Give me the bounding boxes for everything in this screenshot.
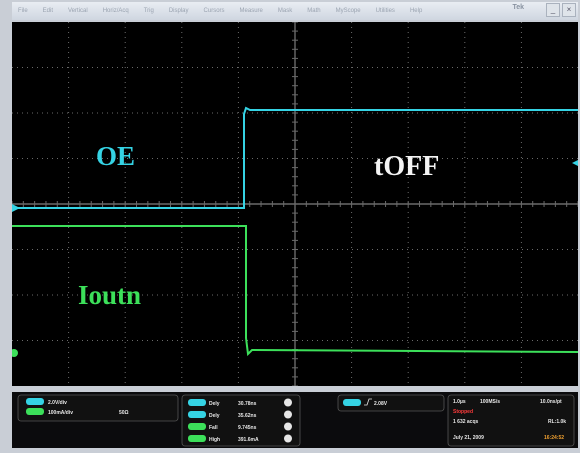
graticule: [11, 21, 579, 387]
menu-item-cursors[interactable]: Cursors: [203, 8, 225, 14]
measurement-info-icon[interactable]: [284, 398, 292, 407]
measurement-badge-icon[interactable]: [188, 399, 206, 406]
tek-logo: Tek: [512, 4, 524, 11]
menu-item-edit[interactable]: Edit: [42, 8, 54, 14]
record-length: RL:1.0k: [548, 419, 566, 425]
ch1-ground-marker-icon: [12, 204, 20, 212]
acq-count: 1 632 acqs: [453, 419, 479, 425]
sample-rate: 100MS/s: [480, 399, 500, 405]
label-toff: tOFF: [374, 151, 439, 182]
time: 16:24:52: [544, 435, 564, 441]
menu-bar: File Edit Vertical Horiz/Acq Trig Display Curs…: [12, 2, 578, 20]
measurement-info-icon[interactable]: [284, 434, 292, 443]
menu-item-utilities[interactable]: Utilities: [375, 8, 395, 14]
menu-item-vertical[interactable]: Vertical: [68, 8, 88, 14]
label-oe: OE: [96, 141, 135, 171]
measurement-badge-icon[interactable]: [188, 411, 206, 418]
acq-status: Stopped: [453, 409, 473, 415]
menu-item-display[interactable]: Display: [168, 8, 189, 14]
menu-item-math[interactable]: Math: [307, 8, 321, 14]
trigger-badge-icon[interactable]: [343, 399, 361, 406]
measurement-value: 30.78ns: [238, 401, 257, 407]
menu-item-help[interactable]: Help: [409, 8, 423, 14]
trigger-level: 2.08V: [374, 401, 388, 407]
measurement-label: Dely: [209, 413, 220, 419]
measurement-info-icon[interactable]: [284, 422, 292, 431]
trigger-marker-icon: [572, 160, 578, 166]
waveform-display: OE tOFF Ioutn: [10, 21, 579, 387]
measurement-value: 35.62ns: [238, 413, 257, 419]
timebase: 1.0µs: [453, 399, 466, 405]
ch2-badge-icon[interactable]: [26, 408, 44, 415]
menu-item-trig[interactable]: Trig: [143, 8, 154, 14]
measurement-label: High: [209, 437, 220, 443]
menu-item-measure[interactable]: Measure: [239, 8, 263, 14]
ch2-ground-marker-icon: [10, 349, 18, 357]
menu-item-myscope[interactable]: MyScope: [335, 8, 361, 14]
label-ioutn: Ioutn: [78, 280, 141, 310]
date: July 21, 2009: [453, 435, 484, 441]
measurement-label: Dely: [209, 401, 220, 407]
measurement-value: 9.745ns: [238, 425, 257, 431]
measurement-badge-icon[interactable]: [188, 423, 206, 430]
ch1-scale: 2.0V/div: [48, 400, 67, 406]
ch2-waveform-ioutn: [12, 225, 579, 357]
minimize-button[interactable]: _: [546, 3, 560, 17]
ch2-impedance: 50Ω: [119, 410, 129, 416]
measurement-label: Fall: [209, 425, 218, 431]
measurement-value: 391.6mA: [238, 437, 259, 443]
measurement-readout-panel: 2.0V/div 100mA/div 50Ω Dely 30.78ns Dely 35…: [12, 392, 578, 448]
menu-item-horiz-acq[interactable]: Horiz/Acq: [102, 8, 129, 14]
ch1-badge-icon[interactable]: [26, 398, 44, 405]
measurement-info-icon[interactable]: [284, 410, 292, 419]
ch1-waveform-oe: [12, 106, 578, 209]
ch2-scale: 100mA/div: [48, 410, 73, 416]
menu-item-mask[interactable]: Mask: [277, 8, 293, 14]
close-icon[interactable]: ×: [562, 3, 576, 17]
measurement-badge-icon[interactable]: [188, 435, 206, 442]
rising-edge-icon: [364, 398, 372, 406]
menu-item-file[interactable]: File: [18, 8, 28, 14]
resolution: 10.0ns/pt: [540, 399, 562, 405]
